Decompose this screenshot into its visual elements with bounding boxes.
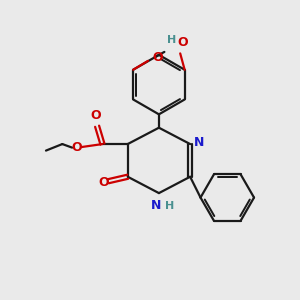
Text: N: N [152,199,162,212]
Text: O: O [71,141,82,154]
Text: O: O [90,109,101,122]
Text: N: N [194,136,204,149]
Text: H: H [166,201,175,212]
Text: O: O [152,51,163,64]
Text: O: O [99,176,109,189]
Text: H: H [167,35,176,45]
Text: O: O [177,36,188,49]
